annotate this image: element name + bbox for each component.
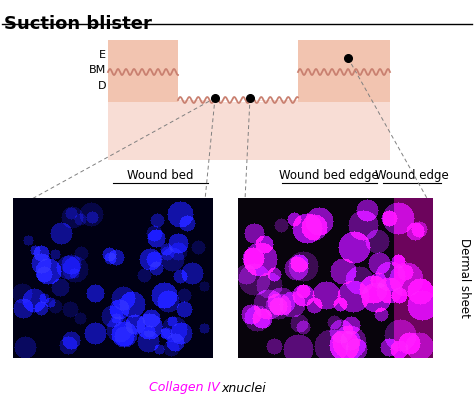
Polygon shape — [298, 40, 390, 102]
Text: Collagen IV: Collagen IV — [149, 382, 220, 395]
Text: xnuclei: xnuclei — [221, 382, 266, 395]
Text: E: E — [99, 50, 106, 60]
Text: BM: BM — [89, 65, 106, 75]
Text: Wound edge: Wound edge — [375, 169, 449, 182]
Text: Dermal sheet: Dermal sheet — [458, 238, 472, 318]
Text: Suction blister: Suction blister — [4, 15, 152, 33]
Text: Wound bed edge: Wound bed edge — [279, 169, 379, 182]
Polygon shape — [123, 100, 353, 155]
Text: Wound bed: Wound bed — [127, 169, 193, 182]
Polygon shape — [108, 40, 178, 102]
Polygon shape — [108, 102, 390, 160]
Text: D: D — [98, 81, 106, 91]
